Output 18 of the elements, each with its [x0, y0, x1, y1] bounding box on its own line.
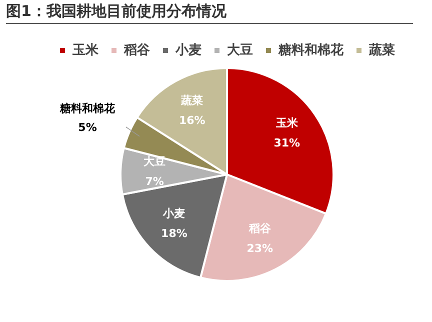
data-label: 18% [161, 226, 188, 240]
data-label: 31% [274, 136, 300, 150]
legend-label: 稻谷 [123, 42, 151, 58]
slice-label: 稻谷 [248, 222, 272, 235]
legend-label: 大豆 [227, 42, 253, 58]
chart-title: 图1：我国耕地目前使用分布情况 [6, 2, 413, 24]
slice-label: 玉米 [274, 116, 299, 130]
slice-label: 小麦 [162, 206, 186, 220]
slice-label: 蔬菜 [180, 94, 204, 107]
data-label: 16% [178, 114, 206, 127]
data-label: 23% [246, 242, 274, 255]
legend-label: 蔬菜 [368, 42, 395, 58]
legend-label: 玉米 [72, 42, 100, 58]
data-label: 7% [145, 175, 164, 188]
legend-label: 糖料和棉花 [278, 42, 344, 58]
data-label: 5% [78, 120, 97, 134]
legend-label: 小麦 [174, 42, 202, 58]
slice-label: 糖料和棉花 [59, 102, 116, 115]
